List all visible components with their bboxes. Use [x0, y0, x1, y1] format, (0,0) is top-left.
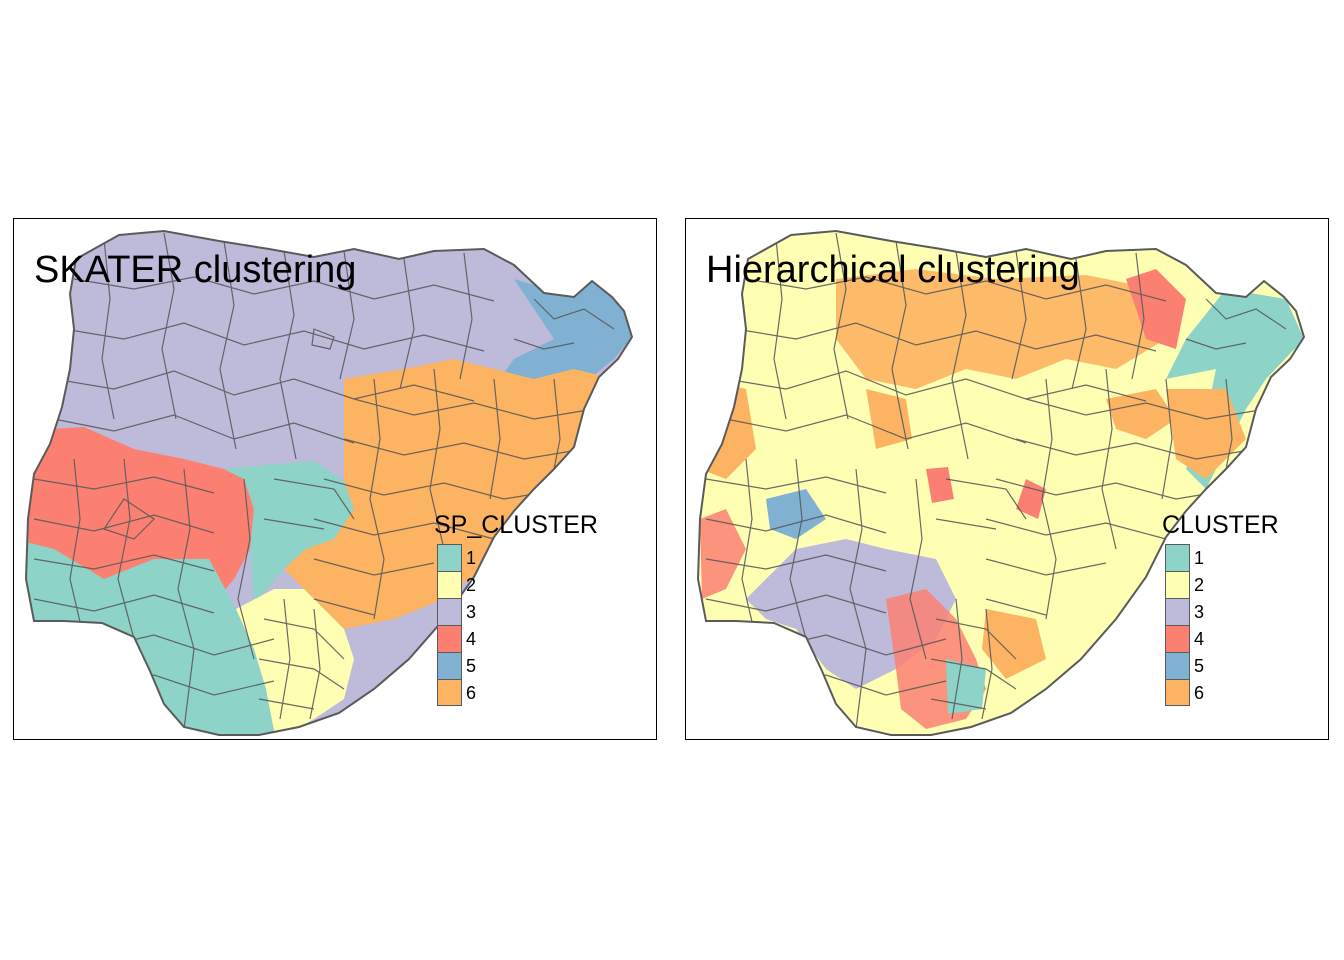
legend-label: 2 [466, 575, 477, 595]
legend: CLUSTER 1 2 3 4 5 6 [1162, 511, 1279, 706]
legend-item: 1 [1162, 544, 1279, 571]
district-boundaries [705, 232, 1287, 730]
legend-item: 4 [434, 625, 598, 652]
legend-swatch [437, 679, 462, 706]
legend-item: 3 [1162, 598, 1279, 625]
country-outline [24, 229, 634, 736]
legend-label: 4 [1194, 629, 1205, 649]
map-panel-skater: SKATER clustering SP_CLUSTER 1 2 3 4 5 6 [13, 218, 657, 740]
legend-swatch [437, 652, 462, 679]
legend: SP_CLUSTER 1 2 3 4 5 6 [434, 511, 598, 706]
legend-swatch [1165, 679, 1190, 706]
legend-label: 6 [1194, 683, 1205, 703]
legend-label: 1 [1194, 548, 1205, 568]
legend-swatch [1165, 625, 1190, 652]
map-title: Hierarchical clustering [706, 249, 1080, 291]
legend-item: 6 [1162, 679, 1279, 706]
map-title: SKATER clustering [34, 249, 357, 291]
legend-label: 4 [466, 629, 477, 649]
legend-swatch [1165, 652, 1190, 679]
legend-item: 4 [1162, 625, 1279, 652]
legend-item: 1 [434, 544, 598, 571]
legend-label: 3 [1194, 602, 1205, 622]
legend-item: 2 [1162, 571, 1279, 598]
legend-label: 1 [466, 548, 477, 568]
legend-item: 5 [434, 652, 598, 679]
skater-cluster-map [24, 229, 634, 736]
map-panel-hierarchical: Hierarchical clustering CLUSTER 1 2 3 4 … [685, 218, 1329, 740]
legend-swatch [1165, 598, 1190, 625]
legend-item: 6 [434, 679, 598, 706]
legend-title: CLUSTER [1162, 511, 1279, 539]
legend-swatch [437, 625, 462, 652]
legend-label: 5 [1194, 656, 1205, 676]
legend-swatch [1165, 544, 1190, 571]
legend-item: 2 [434, 571, 598, 598]
legend-item: 3 [434, 598, 598, 625]
legend-label: 6 [466, 683, 477, 703]
legend-title: SP_CLUSTER [434, 511, 598, 539]
legend-item: 5 [1162, 652, 1279, 679]
legend-swatch [1165, 571, 1190, 598]
hierarchical-cluster-map [696, 229, 1306, 736]
legend-swatch [437, 544, 462, 571]
country-outline [696, 229, 1306, 736]
legend-label: 5 [466, 656, 477, 676]
legend-swatch [437, 598, 462, 625]
legend-swatch [437, 571, 462, 598]
legend-label: 3 [466, 602, 477, 622]
skater-regions [26, 231, 632, 735]
legend-label: 2 [1194, 575, 1205, 595]
